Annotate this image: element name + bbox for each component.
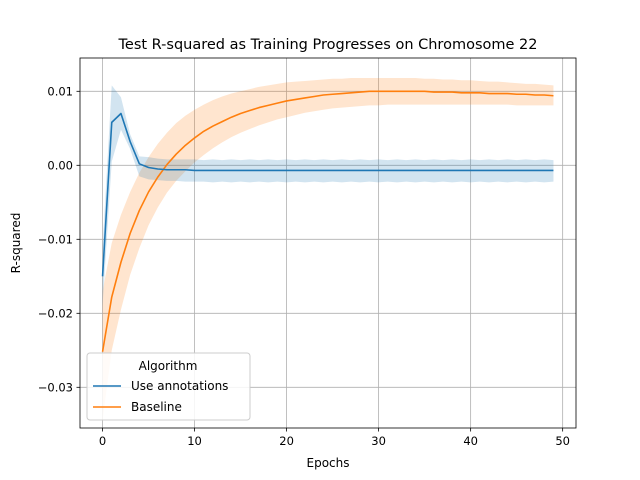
plot-frame [79,57,577,429]
axis-ticks: 0 10 20 30 40 50 −0.03 −0.02 −0.01 0.00 0.01 [38,84,570,448]
x-tick-label: 20 [279,434,294,448]
x-tick-label: 50 [555,434,570,448]
y-tick-label: −0.01 [38,232,73,246]
x-axis-label: Epochs [307,456,350,470]
chart-title: Test R-squared as Training Progresses on… [118,37,538,53]
grid [80,58,576,428]
legend-label-baseline: Baseline [131,400,182,414]
legend-box [86,352,251,421]
series-line-baseline [101,90,554,352]
x-tick-label: 40 [463,434,478,448]
y-tick-label: 0.01 [47,84,73,98]
y-tick-label: −0.02 [38,306,73,320]
y-axis-label: R-squared [9,213,23,274]
legend: Algorithm Use annotations Baseline [86,352,251,421]
series-lines [101,90,554,352]
y-tick-label: −0.03 [38,380,73,394]
y-tick-label: 0.00 [47,158,73,172]
x-tick-label: 30 [371,434,386,448]
legend-label-use-annotations: Use annotations [131,379,228,393]
x-tick-label: 10 [187,434,202,448]
series-line-use-annotations [101,112,554,277]
x-tick-label: 0 [99,434,106,448]
legend-title: Algorithm [139,359,198,373]
